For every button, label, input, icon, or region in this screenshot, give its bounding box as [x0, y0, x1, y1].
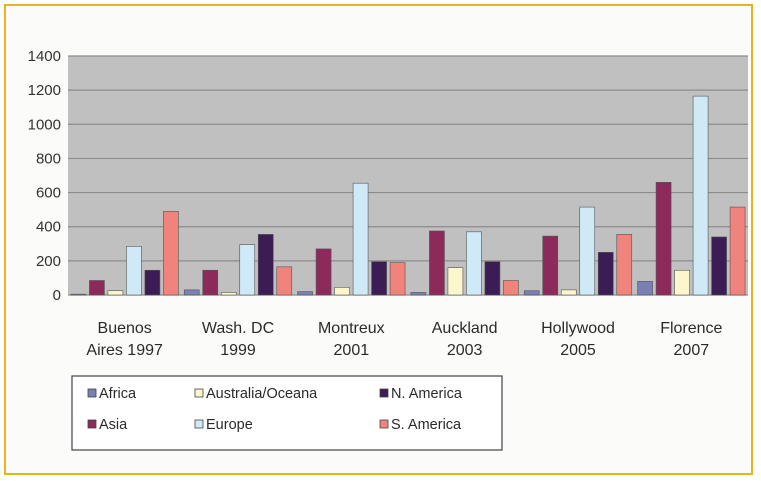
x-category-label: 1999: [220, 342, 256, 359]
x-category-label: Hollywood: [541, 320, 615, 337]
bar-australia-oceana-5: [674, 269, 690, 296]
bar-asia-4: [542, 235, 559, 296]
bar-australia-oceana-1: [220, 292, 237, 296]
x-axis-categories: Buenos Aires 1997 Wash. DC 1999 Montreux 2001…: [86, 320, 722, 359]
x-category-label: Wash. DC: [202, 320, 274, 337]
x-category-label: 2007: [674, 342, 710, 359]
legend: Africa Australia/Oceana N. America Asia Euro…: [71, 375, 503, 451]
plot-area: [68, 56, 748, 295]
bar-asia-5: [655, 182, 672, 296]
bar-europe-3: [466, 231, 482, 296]
bar-europe-5: [692, 95, 709, 296]
bar-africa-4: [523, 290, 540, 296]
bar-africa-0: [70, 293, 87, 296]
bar-europe-2: [352, 182, 369, 296]
legend-label: Australia/Oceana: [206, 386, 318, 402]
x-category-label: Auckland: [432, 320, 498, 337]
bar-asia-2: [315, 248, 332, 296]
y-axis-ticks: 0 200 400 600 800 1000 1200 1400: [28, 48, 61, 304]
bar-africa-3: [410, 292, 427, 296]
legend-swatch: [87, 419, 97, 429]
legend-swatch: [379, 419, 389, 429]
y-tick-label: 1400: [28, 48, 61, 65]
gridlines: [68, 55, 748, 296]
legend-label: S. America: [391, 417, 462, 433]
bar-africa-5: [637, 281, 653, 296]
y-tick-label: 800: [36, 150, 61, 167]
y-tick-label: 1000: [28, 116, 61, 133]
bar-n-america-2: [371, 261, 387, 296]
bar-australia-oceana-4: [560, 289, 577, 296]
bar-n-america-4: [597, 252, 614, 296]
legend-swatch: [379, 388, 389, 398]
bar-europe-4: [579, 206, 596, 296]
bar-s-america-2: [389, 262, 406, 296]
x-category-label: Buenos: [98, 320, 152, 337]
bar-n-america-5: [711, 236, 727, 296]
bar-s-america-3: [503, 280, 519, 296]
legend-swatch: [194, 388, 204, 398]
bar-asia-0: [89, 280, 105, 296]
x-category-label: Aires 1997: [86, 342, 163, 359]
y-tick-label: 200: [36, 253, 61, 270]
bar-n-america-1: [257, 234, 274, 296]
y-tick-label: 600: [36, 185, 61, 202]
x-category-label: 2005: [560, 342, 596, 359]
x-category-label: 2003: [447, 342, 483, 359]
legend-label: Africa: [99, 386, 137, 402]
bar-asia-1: [202, 269, 219, 296]
bar-s-america-4: [616, 234, 633, 296]
bar-s-america-5: [729, 206, 746, 296]
bar-australia-oceana-3: [447, 267, 464, 296]
x-category-label: Florence: [660, 320, 722, 337]
bars: [70, 95, 746, 296]
y-tick-label: 400: [36, 219, 61, 236]
bar-australia-oceana-2: [334, 287, 350, 296]
y-tick-label: 0: [53, 287, 61, 304]
legend-label: Asia: [99, 417, 128, 433]
bar-asia-3: [429, 230, 445, 296]
legend-swatch: [194, 419, 204, 429]
bar-n-america-0: [144, 269, 161, 296]
x-category-label: Montreux: [318, 320, 385, 337]
bar-s-america-0: [163, 211, 179, 296]
legend-label: N. America: [391, 386, 463, 402]
bar-australia-oceana-0: [107, 290, 124, 296]
x-category-label: 2001: [334, 342, 370, 359]
legend-box: [71, 375, 503, 451]
bar-n-america-3: [484, 261, 501, 296]
bar-europe-0: [126, 246, 142, 296]
bar-europe-1: [239, 244, 256, 296]
legend-swatch: [87, 388, 97, 398]
y-tick-label: 1200: [28, 82, 61, 99]
bar-africa-2: [297, 291, 313, 296]
bar-s-america-1: [276, 266, 293, 296]
legend-label: Europe: [206, 417, 253, 433]
bar-africa-1: [183, 289, 200, 296]
